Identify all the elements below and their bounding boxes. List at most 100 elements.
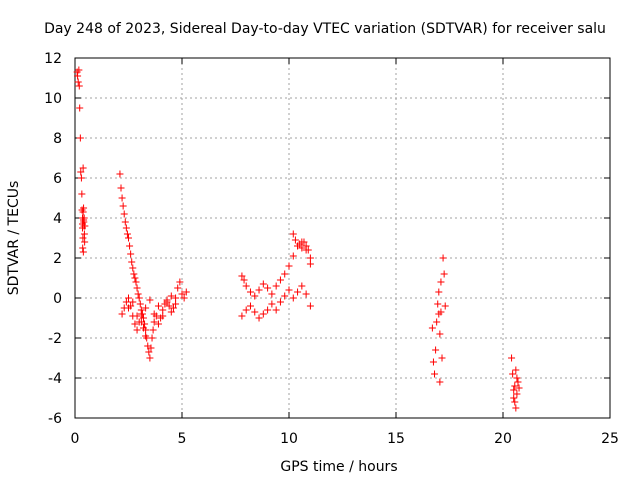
data-point (128, 258, 136, 266)
data-point (437, 308, 445, 316)
data-point (182, 288, 190, 296)
data-point (264, 306, 272, 314)
data-point (154, 320, 162, 328)
data-point (242, 306, 250, 314)
data-point (306, 260, 314, 268)
data-point (436, 378, 444, 386)
data-point (80, 230, 88, 238)
y-tick-label: -4 (48, 371, 62, 387)
data-point (125, 304, 132, 312)
data-point (122, 224, 130, 232)
data-point (133, 326, 141, 334)
data-point (508, 354, 516, 362)
data-point (148, 334, 156, 342)
data-point (167, 308, 175, 316)
data-point (255, 314, 263, 322)
data-point (246, 288, 254, 296)
data-point (238, 312, 246, 320)
data-point (154, 302, 162, 310)
data-point (289, 252, 297, 260)
data-point (126, 242, 134, 250)
data-point (131, 274, 139, 282)
x-tick-label: 25 (601, 431, 619, 447)
data-point (304, 246, 312, 254)
y-tick-label: -2 (48, 331, 62, 347)
data-point (512, 404, 520, 412)
data-point (77, 168, 85, 176)
data-point (509, 370, 517, 378)
data-point (146, 354, 154, 362)
data-point (139, 314, 147, 322)
data-point (142, 304, 150, 312)
data-point (81, 238, 89, 246)
data-point (302, 290, 310, 298)
data-point (137, 310, 145, 318)
data-point (77, 174, 85, 182)
data-point (121, 218, 129, 226)
data-point (285, 262, 293, 270)
data-point (150, 310, 158, 318)
data-point (131, 320, 139, 328)
data-point (511, 382, 519, 390)
data-point (136, 300, 144, 308)
data-point (122, 298, 130, 306)
data-point (431, 370, 439, 378)
data-point (74, 78, 82, 86)
data-point (289, 294, 297, 302)
data-point (513, 390, 521, 398)
data-point (238, 272, 246, 280)
y-axis-label: SDTVAR / TECUs (6, 181, 22, 296)
data-point (242, 282, 250, 290)
y-tick-label: 8 (53, 131, 62, 147)
data-point (75, 82, 83, 90)
data-point (81, 222, 89, 230)
data-point (434, 300, 442, 308)
data-point (268, 300, 276, 308)
data-point (428, 324, 436, 332)
data-point (165, 302, 173, 310)
data-point (441, 302, 449, 310)
data-point (129, 298, 137, 306)
chart-title: Day 248 of 2023, Sidereal Day-to-day VTE… (44, 21, 606, 37)
data-point (78, 190, 86, 198)
data-point (436, 330, 444, 338)
y-tick-label: 0 (53, 291, 62, 307)
data-point (118, 194, 126, 202)
data-point (439, 254, 447, 262)
y-tick-label: 6 (53, 171, 62, 187)
data-point (127, 250, 135, 258)
data-point (137, 318, 145, 326)
data-points (73, 66, 523, 412)
data-point (80, 214, 88, 222)
data-point (291, 236, 299, 244)
x-tick-label: 20 (494, 431, 512, 447)
data-point (132, 278, 140, 286)
data-point (513, 374, 521, 382)
data-point (276, 276, 284, 284)
x-tick-label: 15 (387, 431, 405, 447)
data-point (116, 170, 124, 178)
data-point (511, 398, 519, 406)
data-point (294, 288, 302, 296)
data-point (146, 296, 154, 304)
data-point (281, 292, 289, 300)
data-point (163, 298, 171, 306)
data-point (145, 348, 153, 356)
data-point (133, 284, 141, 292)
data-point (147, 344, 155, 352)
data-point (437, 278, 445, 286)
data-point (133, 312, 141, 320)
y-tick-label: 4 (53, 211, 62, 227)
data-point (130, 270, 138, 278)
data-point (123, 230, 131, 238)
data-point (438, 354, 446, 362)
data-point (79, 248, 87, 256)
data-point (149, 326, 157, 334)
data-point (251, 292, 259, 300)
data-point (176, 278, 184, 286)
data-point (174, 284, 182, 292)
data-point (169, 304, 177, 312)
data-point (139, 324, 147, 332)
axis-ticks (74, 57, 611, 419)
y-tick-label: 10 (44, 91, 62, 107)
